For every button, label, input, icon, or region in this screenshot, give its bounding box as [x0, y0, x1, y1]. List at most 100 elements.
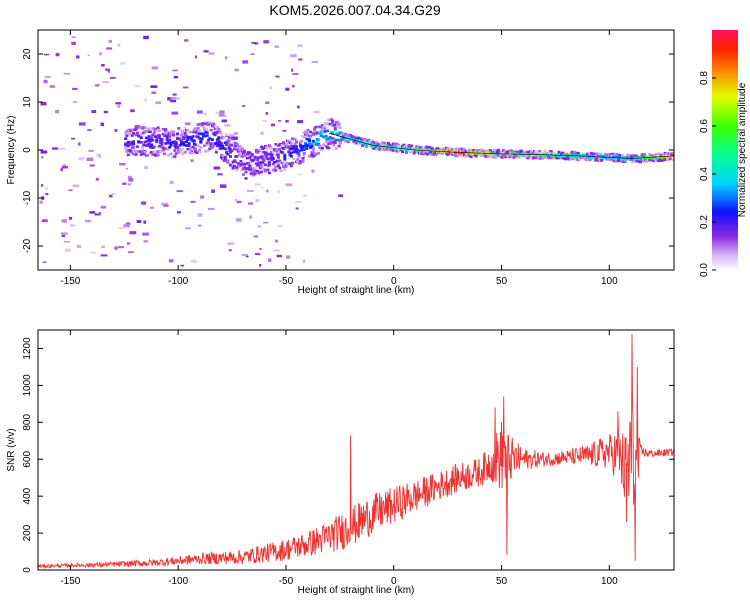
y-tick-label: 0 — [22, 567, 33, 573]
heatmap-cell — [176, 134, 179, 138]
heatmap-cell — [204, 150, 208, 153]
heatmap-cell — [276, 153, 280, 157]
heatmap-cell — [199, 150, 203, 154]
heatmap-cell — [197, 110, 203, 114]
heatmap-cell — [663, 151, 667, 155]
heatmap-cell — [311, 139, 315, 143]
y-tick-label: 800 — [22, 414, 33, 431]
heatmap-cell — [214, 148, 218, 151]
heatmap-cell — [262, 119, 268, 122]
heatmap-cell — [305, 147, 309, 150]
x-tick-label: -150 — [60, 276, 80, 287]
heatmap-cell — [499, 153, 503, 157]
heatmap-cell — [402, 143, 406, 147]
heatmap-cell — [319, 132, 323, 135]
heatmap-cell — [421, 152, 425, 156]
heatmap-cell — [533, 152, 536, 156]
heatmap-cell — [179, 133, 183, 137]
heatmap-cell — [216, 126, 220, 129]
heatmap-cell — [42, 261, 47, 264]
heatmap-cell — [216, 144, 220, 148]
heatmap-cell — [226, 159, 230, 162]
heatmap-cell — [244, 170, 248, 174]
heatmap-cell — [526, 150, 530, 154]
heatmap-cell — [168, 146, 172, 149]
heatmap-cell — [172, 69, 178, 72]
heatmap-cell — [372, 147, 376, 150]
heatmap-cell — [271, 150, 275, 154]
heatmap-cell — [333, 128, 337, 132]
heatmap-cell — [614, 160, 618, 163]
heatmap-cell — [441, 149, 445, 152]
heatmap-cell — [210, 146, 214, 149]
heatmap-cell — [172, 132, 176, 135]
heatmap-cell — [344, 138, 348, 142]
heatmap-cell — [278, 148, 282, 151]
heatmap-cell — [269, 86, 272, 90]
heatmap-cell — [296, 148, 300, 152]
heatmap-cell — [200, 124, 204, 127]
heatmap-cell — [266, 189, 269, 193]
heatmap-cell — [70, 224, 75, 227]
heatmap-cell — [183, 150, 187, 154]
heatmap-cell — [672, 154, 674, 157]
heatmap-cell — [643, 160, 646, 163]
heatmap-cell — [415, 150, 419, 153]
heatmap-cell — [160, 138, 164, 141]
heatmap-cell — [170, 99, 177, 103]
heatmap-cell — [152, 150, 156, 154]
heatmap-cell — [102, 81, 109, 83]
heatmap-cell — [130, 128, 134, 131]
heatmap-cell — [261, 187, 264, 189]
heatmap-cell — [194, 143, 198, 146]
heatmap-cell — [209, 142, 213, 145]
heatmap-cell — [143, 150, 147, 154]
heatmap-cell — [275, 159, 279, 163]
heatmap-cell — [657, 152, 661, 156]
heatmap-x-label: Height of straight line (km) — [298, 285, 415, 296]
heatmap-cell — [256, 151, 260, 154]
heatmap-cell — [157, 134, 161, 137]
heatmap-cell — [233, 132, 238, 135]
heatmap-cell — [618, 154, 622, 157]
colorbar-ticks: 0.0 0.2 0.4 0.6 0.8 — [699, 71, 716, 277]
heatmap-cell — [364, 145, 368, 149]
heatmap-cell — [87, 54, 91, 57]
heatmap-cell — [502, 154, 505, 158]
heatmap-cell — [225, 133, 229, 137]
heatmap-cell — [205, 131, 209, 134]
heatmap-cell — [86, 157, 94, 161]
heatmap-cell — [194, 55, 197, 59]
heatmap-cell — [507, 150, 511, 153]
heatmap-cell — [76, 245, 81, 249]
y-tick-label: 20 — [22, 48, 33, 60]
heatmap-cell — [187, 135, 191, 139]
heatmap-cell — [348, 138, 351, 141]
heatmap-cell — [282, 147, 286, 150]
heatmap-cell — [199, 146, 203, 149]
heatmap-cell — [263, 40, 269, 44]
heatmap-cell — [211, 189, 215, 193]
x-tick-label: 50 — [496, 276, 508, 287]
heatmap-cell — [333, 141, 337, 144]
heatmap-cell — [408, 150, 412, 153]
heatmap-cell — [583, 154, 587, 157]
heatmap-cell — [188, 131, 194, 134]
heatmap-cell — [130, 134, 134, 137]
heatmap-cell — [615, 153, 619, 156]
heatmap-cell — [228, 249, 232, 252]
heatmap-cell — [317, 138, 320, 142]
heatmap-cell — [458, 147, 461, 151]
heatmap-cell — [265, 154, 269, 158]
heatmap-cell — [297, 150, 301, 153]
heatmap-cell — [283, 168, 287, 171]
heatmap-cell — [63, 240, 70, 243]
heatmap-cell — [577, 152, 580, 155]
heatmap-cell — [225, 56, 228, 60]
heatmap-cell — [385, 147, 389, 151]
heatmap-cell — [351, 135, 355, 139]
heatmap-cell — [318, 144, 322, 147]
heatmap-cell — [139, 136, 143, 140]
heatmap-cell — [328, 138, 332, 142]
heatmap-cell — [108, 39, 112, 43]
